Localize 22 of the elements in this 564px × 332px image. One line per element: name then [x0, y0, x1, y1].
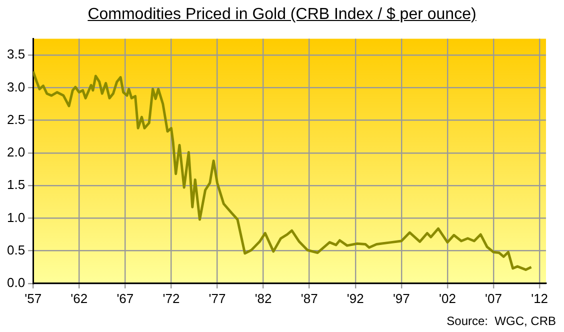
y-tick-label: 3.0	[6, 79, 26, 94]
x-tick-label: '82	[254, 290, 272, 306]
y-tick-label: 2.5	[6, 112, 26, 127]
y-tick-label: 1.5	[6, 177, 26, 192]
y-tick-label: 0.5	[6, 242, 26, 258]
chart-title: Commodities Priced in Gold (CRB Index / $ per ounce)	[86, 6, 478, 24]
x-tick-label: '97	[392, 290, 410, 306]
x-tick-label: '92	[346, 290, 364, 306]
y-tick-label: 2.0	[6, 144, 26, 160]
x-tick-label: '57	[24, 290, 42, 306]
x-tick-label: '62	[70, 290, 88, 306]
x-tick-label: '02	[438, 290, 456, 306]
x-tick-label: '67	[116, 290, 134, 306]
x-tick-label: '77	[208, 290, 226, 306]
y-tick-label: 3.5	[6, 46, 26, 62]
source-note: Source: WGC, CRB	[446, 314, 556, 328]
y-tick-label: 0.0	[6, 274, 26, 290]
x-tick-label: '72	[162, 290, 180, 306]
x-tick-label: '87	[300, 290, 318, 306]
y-tick-label: 1.0	[6, 210, 26, 225]
x-tick-label: '07	[485, 290, 502, 306]
x-tick-label: '12	[531, 290, 548, 306]
